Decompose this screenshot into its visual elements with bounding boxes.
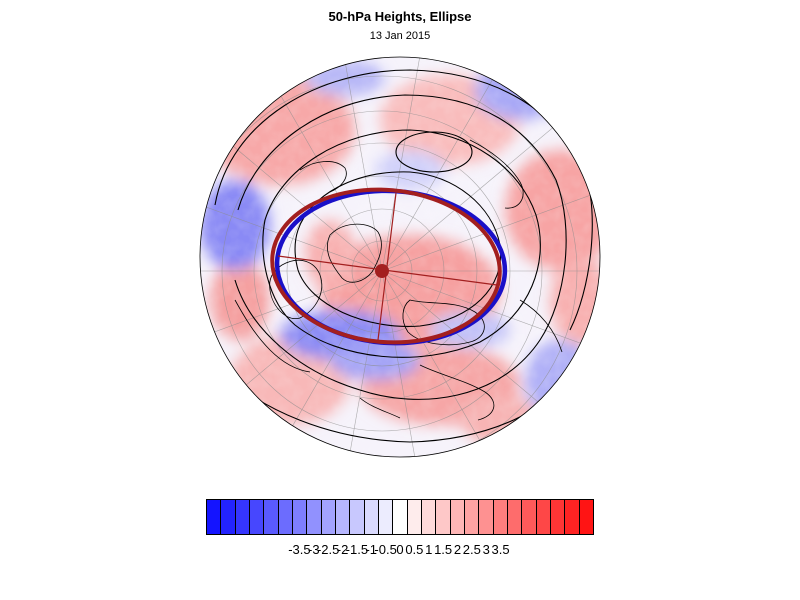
map-title: 50-hPa Heights, Ellipse — [328, 9, 472, 24]
meridian-line — [381, 57, 513, 272]
colorbar-tick-label: -3 — [307, 542, 320, 557]
colorbar-cell — [335, 500, 351, 534]
colorbar-tick-label: 3.5 — [491, 542, 510, 557]
colorbar-tick-label: 3 — [482, 542, 490, 557]
colorbar-cell — [464, 500, 480, 534]
map-boundary — [199, 56, 601, 458]
colorbar-labels: -3.5 -3 -2.5 -2 -1.5 -1 -0.5 0 0.5 1 1.5 2 2.5 3 3.5 — [206, 542, 594, 558]
colorbar-cell — [493, 500, 508, 534]
colorbar-tick-label: 1.5 — [434, 542, 453, 557]
fitted-ellipse — [270, 187, 502, 345]
colorbar-cell — [479, 500, 494, 534]
colorbar-cell — [264, 500, 279, 534]
colorbar-tick-label: -1.5 — [345, 542, 369, 557]
colorbar-cell — [565, 500, 580, 534]
meridian-line — [336, 270, 383, 457]
colorbar — [206, 499, 594, 535]
colorbar-tick-label: 0 — [396, 542, 404, 557]
colorbar-tick-label: -2 — [336, 542, 349, 557]
colorbar-cell — [364, 500, 379, 534]
colorbar-cell — [436, 500, 451, 534]
colorbar-tick-label: -0.5 — [374, 542, 397, 557]
colorbar-tick-label: 0.5 — [405, 542, 424, 557]
meridian-line — [381, 103, 582, 272]
height-contours — [214, 69, 593, 443]
map-date-subtitle: 13 Jan 2015 — [369, 30, 431, 42]
meridian-line — [200, 181, 383, 272]
colorbar-cell — [550, 500, 566, 534]
meridian-line — [251, 270, 383, 457]
ellipse-center-marker — [375, 264, 389, 278]
colorbar-cell — [536, 500, 551, 534]
colorbar-tick-label: 1 — [425, 542, 433, 557]
colorbar-tick-label: -2.5 — [316, 542, 340, 557]
colorbar-tick-label: -1 — [365, 542, 378, 557]
colorbar-cell — [350, 500, 365, 534]
meridian-line — [381, 181, 600, 272]
colorbar-cell — [307, 500, 322, 534]
colorbar-cell — [450, 500, 465, 534]
colorbar-cell — [278, 500, 293, 534]
colorbar-cell — [249, 500, 265, 534]
colorbar-cell — [507, 500, 523, 534]
colorbar-cell — [292, 500, 308, 534]
colorbar-cell — [407, 500, 422, 534]
colorbar-tick-label: -3.5 — [288, 542, 311, 557]
coastlines — [234, 139, 563, 421]
colorbar-cell — [579, 500, 593, 534]
colorbar-cell — [393, 500, 408, 534]
anomaly-field — [200, 57, 600, 457]
meridian-line — [200, 270, 383, 361]
colorbar-cell — [421, 500, 437, 534]
colorbar-cell — [522, 500, 537, 534]
colorbar-cell — [321, 500, 336, 534]
colorbar-tick-label: 2 — [453, 542, 462, 557]
colorbar-tick-label: 2.5 — [462, 542, 481, 557]
colorbar-cell — [235, 500, 250, 534]
colorbar-cell — [378, 500, 394, 534]
polar-anomaly-map — [199, 56, 601, 458]
polar-vortex-ellipses — [270, 187, 508, 346]
colorbar-cell — [207, 500, 222, 534]
colorbar-cell — [221, 500, 236, 534]
